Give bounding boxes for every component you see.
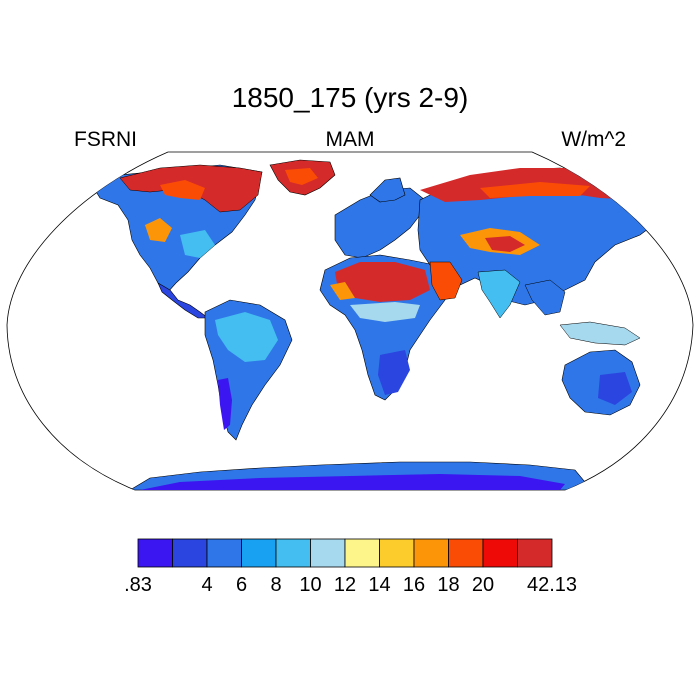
colorbar-tick-label: 6 [236, 574, 247, 596]
colorbar-swatch [310, 538, 346, 568]
colorbar-swatch [379, 538, 415, 568]
units-label: W/m^2 [561, 128, 626, 151]
colorbar-tick-label: 10 [299, 574, 321, 596]
colorbar-tick-label: 14 [368, 574, 390, 596]
arabia-hot [429, 261, 463, 301]
colorbar-swatch [482, 538, 518, 568]
colorbar-tick-label: 8 [270, 574, 281, 596]
map-title: 1850_175 (yrs 2-9) [231, 82, 469, 113]
land-areas [94, 159, 671, 490]
southern-africa [378, 350, 410, 395]
sahel [350, 302, 420, 322]
scandinavia [369, 177, 406, 203]
colorbar-swatch [206, 538, 242, 568]
greenland-center [285, 168, 318, 185]
colorbar-tick-label: 12 [334, 574, 356, 596]
australia-south [598, 372, 632, 405]
canada-warm [160, 180, 205, 200]
colorbar-swatch [448, 538, 484, 568]
indonesia [559, 321, 641, 346]
sahara-warm [330, 282, 355, 300]
colorbar-tick-label: 4 [201, 574, 212, 596]
colorbar-swatch [344, 538, 380, 568]
colorbar-tick-label: 42.13 [527, 574, 577, 596]
antarctica-interior [140, 474, 565, 490]
siberia-warm [480, 182, 590, 198]
variable-label: FSRNI [74, 128, 137, 151]
colorbar-swatch [413, 538, 449, 568]
south-america-center [215, 312, 278, 362]
india [477, 269, 521, 319]
sahara-hot [335, 262, 430, 302]
colorbar-swatch [275, 538, 311, 568]
colorbar-tick-label: 18 [437, 574, 459, 596]
colorbar-swatch [517, 538, 553, 568]
colorbar-tick-label: 16 [403, 574, 425, 596]
colorbar-tick-label: 20 [472, 574, 494, 596]
colorbar-tick-label: .83 [124, 574, 152, 596]
andes-south [218, 378, 232, 430]
colorbar-swatch [241, 538, 277, 568]
tibet-hot [485, 236, 525, 252]
us-east [180, 230, 215, 258]
us-west-warm [145, 218, 172, 242]
southeast-asia [524, 279, 566, 316]
colorbar-swatch [137, 538, 173, 568]
colorbar-swatch [172, 538, 208, 568]
season-label: MAM [325, 128, 375, 151]
